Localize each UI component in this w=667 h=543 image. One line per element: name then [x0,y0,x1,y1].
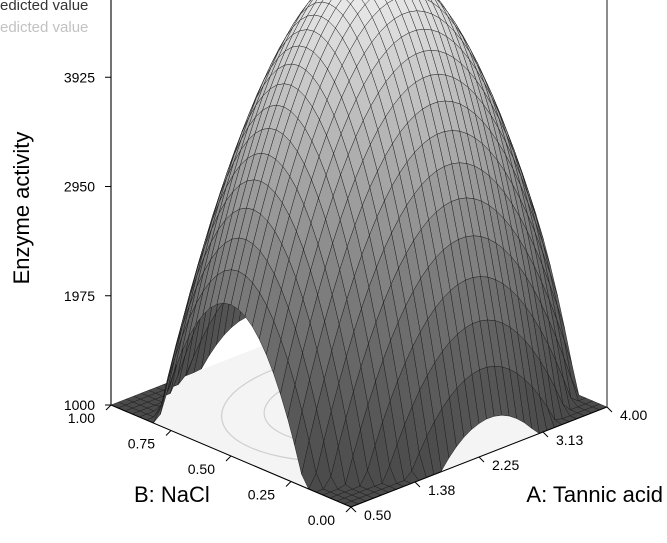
z-tick-label: 1000 [64,397,95,413]
z-axis-label: Enzyme activity [9,132,34,285]
a-tick-label: 4.00 [620,407,647,423]
b-tick [345,506,352,513]
x-axis-label: A: Tannic acid [526,482,663,507]
a-tick-label: 3.13 [556,432,583,448]
z-tick-label: 2950 [64,179,95,195]
b-tick-label: 0.25 [248,487,275,503]
response-surface [110,0,608,508]
b-tick-label: 0.75 [128,436,155,452]
a-tick [606,406,613,413]
a-tick [478,456,485,463]
z-tick-label: 3925 [64,69,95,85]
axis-ticks: 100019752950392549000.501.382.253.134.00… [64,69,648,528]
b-tick [165,430,172,436]
a-tick-label: 2.25 [492,457,519,473]
legend-predicted-value-2: edicted value [0,19,89,36]
surface-cell [361,0,370,5]
y-axis-label: B: NaCl [134,482,210,507]
b-tick [225,455,232,462]
b-tick-label: 1.00 [68,410,95,426]
b-tick [285,481,292,487]
a-tick [542,431,549,438]
z-tick-label: 1975 [64,288,95,304]
b-tick [105,404,112,411]
a-tick [350,506,357,513]
legend-predicted-value-1: edicted value [0,0,89,14]
a-tick-label: 0.50 [364,507,391,523]
surface-cell [346,0,354,5]
a-tick [414,481,421,488]
a-tick-label: 1.38 [428,482,455,498]
b-tick-label: 0.00 [308,512,335,528]
b-tick-label: 0.50 [188,461,215,477]
